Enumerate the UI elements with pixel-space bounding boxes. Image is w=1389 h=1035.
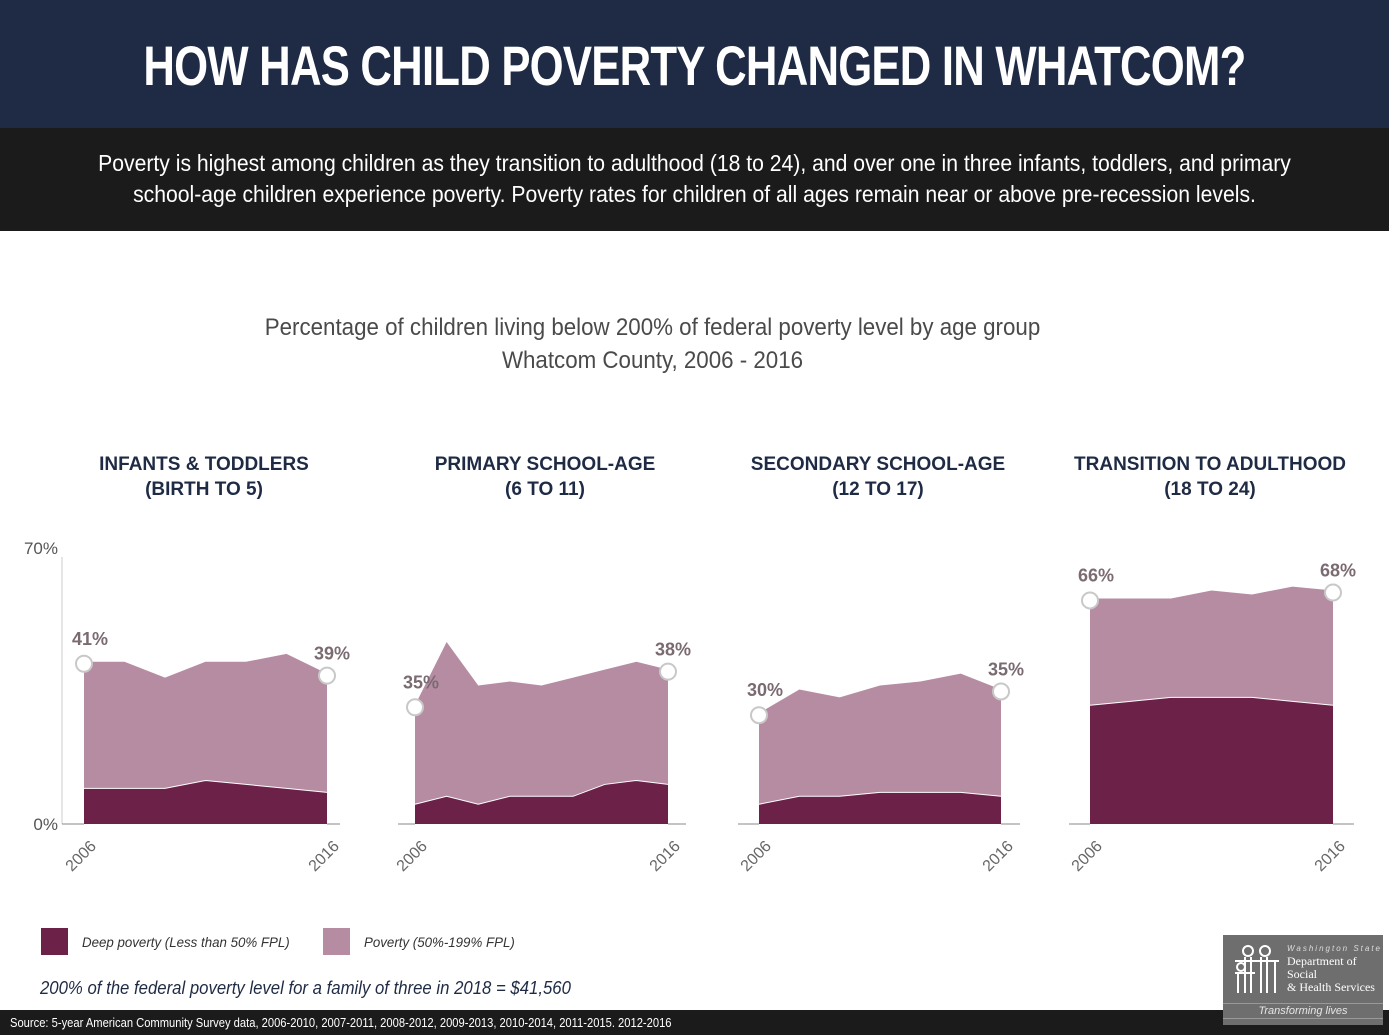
start-value-label: 41% [72,629,108,649]
poverty-area [759,673,1001,805]
page-title: HOW HAS CHILD POVERTY CHANGED IN WHATCOM… [143,34,1246,97]
start-point-marker [750,706,768,725]
deep-poverty-area [415,780,668,824]
x-tick-label: 2016 [647,838,684,875]
end-value-label: 38% [655,640,691,660]
x-tick-label: 2006 [738,838,775,875]
deep-poverty-area [1090,697,1333,824]
panel-title: SECONDARY SCHOOL-AGE [750,454,1006,475]
start-point-marker [75,654,93,673]
start-point-marker [406,698,424,717]
intro-line-1: Poverty is highest among children as the… [98,150,1291,176]
panel-subtitle: (18 TO 24) [1164,479,1256,500]
deep-poverty-line [414,779,669,805]
dshs-logo: Washington State Department of Social & … [1223,935,1383,1025]
x-tick-label: 2006 [1069,838,1106,875]
start-point-marker [1081,591,1099,610]
deep-poverty-line [758,791,1002,805]
panel-subtitle: (BIRTH TO 5) [145,479,263,500]
legend-label-poverty: Poverty (50%-199% FPL) [363,933,515,950]
start-value-label: 30% [747,680,783,700]
panel-title-infants: INFANTS & TODDLERS (BIRTH TO 5) [44,452,364,502]
source-band: Source: 5-year American Community Survey… [0,1010,1389,1035]
logo-department: Department of Social & Health Services [1287,955,1383,994]
end-point-marker [1324,583,1342,602]
y-tick-label: 70% [24,539,58,558]
x-tick-label: 2006 [394,838,431,875]
legend-swatch-deep [41,928,68,955]
chart-subtitle-line-2: Whatcom County, 2006 - 2016 [501,347,804,374]
end-value-label: 68% [1320,561,1356,581]
start-value-label: 35% [403,672,439,692]
end-point-marker [318,666,336,685]
panel-subtitle: (6 TO 11) [505,479,585,500]
poverty-area [1090,586,1333,706]
logo-state: Washington State [1287,944,1383,953]
panel-title-transition: TRANSITION TO ADULTHOOD (18 TO 24) [1050,452,1370,502]
logo-tagline: Transforming lives [1223,1003,1383,1019]
logo-dept-line-1: Department of Social [1287,954,1357,981]
deep-poverty-line [1089,696,1334,706]
end-value-label: 39% [314,644,350,664]
fpl-note: 200% of the federal poverty level for a … [40,978,571,998]
end-point-marker [659,662,677,681]
panel-title: PRIMARY SCHOOL-AGE [434,454,656,475]
x-tick-label: 2016 [306,838,343,875]
intro-band: Poverty is highest among children as the… [0,127,1389,231]
legend-swatch-poverty [322,928,350,955]
start-value-label: 66% [1078,565,1114,585]
panel-title: TRANSITION TO ADULTHOOD [1074,454,1346,475]
logo-dept-line-2: & Health Services [1287,980,1375,994]
deep-poverty-line [84,779,328,793]
end-point-marker [992,682,1010,701]
deep-poverty-area [759,792,1001,824]
family-icon [1235,945,1279,993]
area-charts: 0% 70% 41% 39% 2006 2016 35% 38% 2006 2016 30% 35% 2… [24,539,1356,875]
intro-text: Poverty is highest among children as the… [56,148,1334,210]
panel-title: INFANTS & TODDLERS [99,454,309,475]
chart-subtitle-line-1: Percentage of children living below 200%… [264,314,1041,341]
chart-subtitle: Percentage of children living below 200%… [46,311,1260,377]
x-tick-label: 2006 [63,838,100,875]
x-tick-label: 2016 [980,838,1017,875]
x-tick-label: 2016 [1312,838,1349,875]
panel-title-secondary: SECONDARY SCHOOL-AGE (12 TO 17) [718,452,1038,502]
source-text: Source: 5-year American Community Survey… [10,1015,672,1030]
deep-poverty-area [84,780,327,824]
y-tick-label: 0% [33,815,58,834]
panel-subtitle: (12 TO 17) [832,479,924,500]
poverty-area [84,653,327,793]
title-band: HOW HAS CHILD POVERTY CHANGED IN WHATCOM… [0,0,1389,127]
legend: Deep poverty (Less than 50% FPL) Poverty… [41,928,544,955]
panel-title-primary: PRIMARY SCHOOL-AGE (6 TO 11) [385,452,705,502]
legend-label-deep: Deep poverty (Less than 50% FPL) [82,933,290,950]
poverty-area [415,641,668,805]
end-value-label: 35% [988,659,1024,679]
intro-line-2: school-age children experience poverty. … [133,181,1256,207]
